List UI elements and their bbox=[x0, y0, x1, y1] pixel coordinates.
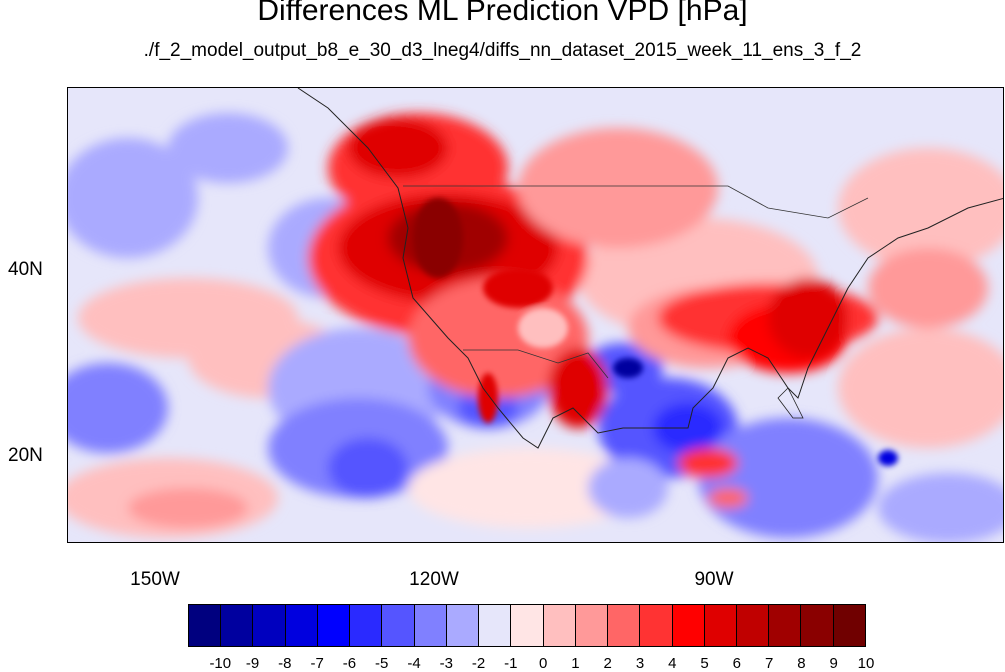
colorbar-swatch bbox=[575, 605, 609, 646]
colorbar-swatch bbox=[350, 605, 383, 646]
colorbar-swatch bbox=[253, 605, 286, 646]
colorbar-label: -4 bbox=[407, 655, 421, 672]
colorbar-swatch bbox=[189, 605, 222, 646]
vpd-difference-map bbox=[67, 87, 1004, 543]
colorbar-swatch bbox=[414, 605, 447, 646]
colorbar-label: 9 bbox=[829, 655, 838, 672]
mexico-border bbox=[463, 349, 609, 379]
map-title: Differences ML Prediction VPD [hPa] bbox=[257, 0, 748, 27]
colorbar-swatch bbox=[382, 605, 415, 646]
colorbar-label: 6 bbox=[732, 655, 742, 672]
colorbar-swatch bbox=[543, 605, 576, 646]
colorbar-swatch bbox=[736, 605, 770, 646]
colorbar-label: -3 bbox=[439, 655, 453, 672]
colorbar-label: 4 bbox=[668, 655, 677, 672]
colorbar-swatch bbox=[833, 605, 865, 646]
colorbar-swatch bbox=[769, 605, 802, 646]
y-tick-label: 40N bbox=[8, 259, 43, 280]
florida bbox=[777, 387, 804, 419]
field-detail bbox=[413, 198, 898, 466]
colorbar-swatch bbox=[479, 605, 512, 646]
colorbar-label: -10 bbox=[209, 655, 232, 672]
map-subtitle: ./f_2_model_output_b8_e_30_d3_lneg4/diff… bbox=[143, 40, 862, 61]
colorbar bbox=[188, 604, 866, 647]
colorbar-swatch bbox=[640, 605, 673, 646]
colorbar-swatch bbox=[608, 605, 641, 646]
colorbar-label: -8 bbox=[278, 655, 292, 672]
colorbar-label: -2 bbox=[471, 655, 486, 672]
colorbar-swatch bbox=[221, 605, 254, 646]
colorbar-label: 5 bbox=[700, 655, 709, 672]
colorbar-label: 10 bbox=[857, 655, 875, 672]
x-tick-label: 150W bbox=[130, 569, 180, 590]
colorbar-swatch bbox=[511, 605, 544, 646]
colorbar-label: 3 bbox=[635, 655, 645, 672]
colorbar-swatch bbox=[317, 605, 351, 646]
colorbar-swatch bbox=[446, 605, 480, 646]
colorbar-label: 1 bbox=[571, 655, 580, 672]
colorbar-label: 0 bbox=[538, 655, 548, 672]
colorbar-label: -1 bbox=[504, 655, 518, 672]
y-tick-label: 20N bbox=[8, 445, 43, 466]
coastline bbox=[297, 88, 1003, 449]
x-tick-label: 120W bbox=[409, 569, 459, 590]
colorbar-label: 7 bbox=[764, 655, 774, 672]
colorbar-label: -9 bbox=[245, 655, 260, 672]
x-tick-label: 90W bbox=[694, 569, 734, 590]
us-border bbox=[403, 185, 869, 219]
colorbar-label: -6 bbox=[342, 655, 357, 672]
colorbar-swatch bbox=[672, 605, 705, 646]
map-field bbox=[68, 88, 1003, 542]
colorbar-label: -5 bbox=[375, 655, 389, 672]
field-patches bbox=[68, 113, 1003, 542]
colorbar-label: 2 bbox=[603, 655, 612, 672]
colorbar-label: -7 bbox=[310, 655, 324, 672]
colorbar-swatch bbox=[285, 605, 318, 646]
colorbar-swatch bbox=[704, 605, 737, 646]
colorbar-swatch bbox=[801, 605, 834, 646]
colorbar-label: 8 bbox=[797, 655, 806, 672]
